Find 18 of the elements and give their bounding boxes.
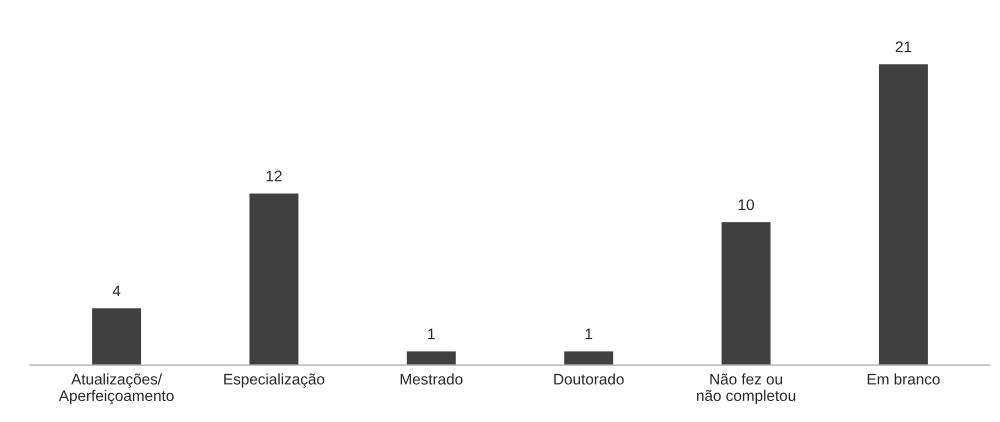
data-label: 4 (112, 286, 120, 296)
x-tick-label: Doutorado (554, 373, 624, 385)
x-tick-label: Não fez ou não completou (696, 373, 796, 404)
data-label: 21 (896, 41, 912, 52)
x-tick-label: Atualizações/ Aperfeiçoamento (58, 373, 174, 404)
bar (562, 350, 615, 366)
x-tick-label: Em branco (868, 373, 940, 385)
bar (248, 192, 300, 366)
data-label: 10 (738, 199, 754, 210)
data-label: 12 (266, 170, 282, 182)
data-label: 1 (428, 328, 435, 340)
bar (878, 62, 930, 366)
x-tick-label: Mestrado (400, 373, 463, 385)
x-tick-label: Especialização (224, 373, 324, 388)
bar (90, 306, 142, 366)
data-label: 1 (586, 328, 592, 340)
bar (720, 220, 772, 366)
bar (405, 350, 458, 366)
